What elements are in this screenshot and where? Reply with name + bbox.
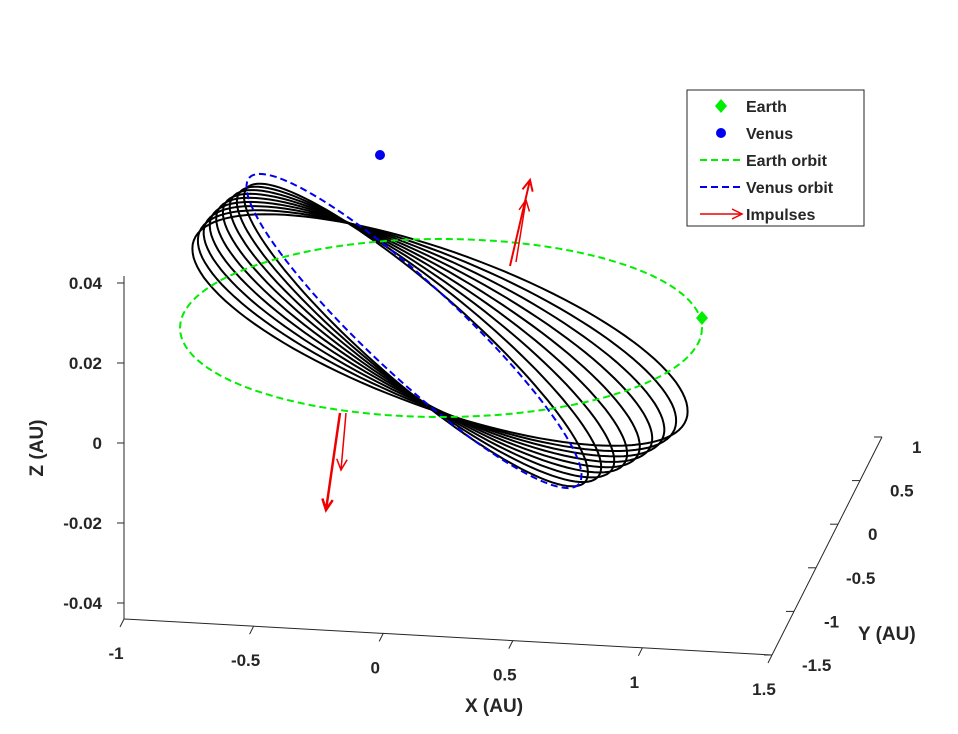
x-tick-mark	[378, 633, 384, 642]
z-tick-label: -0.04	[63, 594, 102, 613]
impulse-arrow	[324, 412, 342, 511]
impulse-arrow	[340, 412, 347, 471]
x-axis-ticks: -1 -0.5 0 0.5 1 1.5	[108, 618, 776, 699]
axes-box	[123, 276, 883, 656]
transfer-orbits	[191, 182, 689, 488]
earth-marker	[696, 311, 708, 325]
z-axis-label: Z (AU)	[27, 420, 48, 477]
legend-label: Earth orbit	[746, 153, 828, 170]
legend-item: Venus	[716, 126, 793, 143]
x-tick-mark	[249, 625, 255, 635]
y-tick-label: -1	[824, 612, 839, 631]
legend-label: Impulses	[746, 207, 815, 224]
impulse-arrowhead	[518, 198, 531, 212]
y-axis-label: Y (AU)	[858, 624, 916, 645]
x-tick-mark	[119, 618, 125, 628]
venus-orbit-line	[245, 172, 583, 490]
z-tick-label: 0.02	[69, 354, 102, 373]
transfer-orbit-line	[202, 205, 666, 458]
x-tick-mark	[508, 640, 514, 649]
impulse-arrowhead	[521, 177, 534, 192]
y-tick-label: 0.5	[890, 482, 914, 501]
x-axis-label: X (AU)	[465, 696, 523, 717]
legend-label: Earth	[746, 99, 787, 116]
transfer-orbit-line	[221, 192, 629, 474]
transfer-orbit-line	[235, 185, 603, 483]
impulse-arrow	[509, 179, 531, 267]
transfer-orbit-line	[196, 209, 678, 452]
impulse-arrow	[515, 199, 527, 263]
x-tick-label: -1	[108, 644, 123, 663]
transfer-orbit-line	[215, 196, 641, 469]
z-tick-label: 0	[93, 434, 102, 453]
legend-item: Venus orbit	[700, 180, 834, 197]
y-axis-ticks: -1.5 -1 -0.5 0 0.5 1	[764, 436, 921, 675]
transfer-orbit-line	[191, 213, 689, 447]
legend-earth-swatch	[715, 99, 727, 113]
z-tick-label: 0.04	[69, 274, 103, 293]
y-tick-label: -1.5	[802, 656, 831, 675]
legend-venus-swatch	[716, 128, 726, 138]
legend-arrowhead	[731, 208, 744, 220]
x-tick-label: 1.5	[752, 680, 776, 699]
x-tick-label: 1	[630, 673, 639, 692]
legend-item: Earth	[715, 99, 787, 116]
impulse-arrows	[321, 177, 534, 513]
earth-orbit-line	[178, 237, 704, 419]
x-tick-mark	[767, 654, 773, 664]
transfer-orbit-line	[208, 200, 654, 463]
y-tick-label: -0.5	[846, 569, 875, 588]
transfer-orbit-line	[228, 189, 616, 479]
x-tick-label: 0	[370, 658, 379, 677]
z-axis-ticks: -0.04 -0.02 0 0.02 0.04	[63, 274, 124, 613]
legend-item: Earth orbit	[700, 153, 828, 170]
y-tick-label: 0	[868, 525, 877, 544]
legend-label: Venus	[746, 126, 793, 143]
y-tick-label: 1	[912, 438, 921, 457]
x-tick-label: -0.5	[231, 651, 260, 670]
legend: Earth Venus Earth orbit Venus orbit Impulses	[686, 89, 865, 227]
impulse-arrowhead	[321, 498, 334, 513]
impulse-arrowhead	[336, 458, 348, 472]
legend-item: Impulses	[700, 207, 815, 224]
legend-label: Venus orbit	[746, 180, 834, 197]
venus-marker	[375, 150, 385, 160]
x-tick-label: 0.5	[493, 666, 517, 685]
x-tick-mark	[637, 647, 643, 657]
z-tick-label: -0.02	[63, 514, 102, 533]
